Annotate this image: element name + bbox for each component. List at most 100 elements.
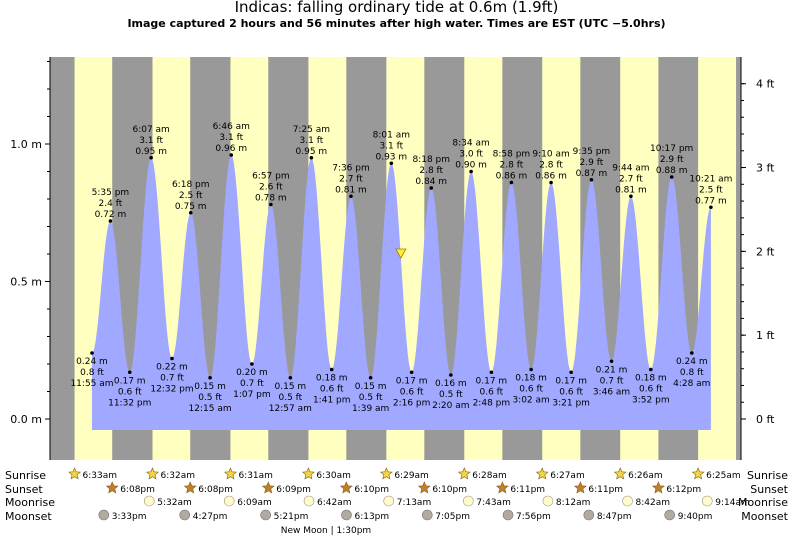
sunset-time: 6:09pm <box>276 485 311 495</box>
high-time-label: 8:01 am <box>373 130 410 140</box>
sunset-time: 6:12pm <box>666 485 701 495</box>
low-ft-label: 0.5 ft <box>198 393 222 403</box>
moonrise-row-label-right: Moonrise <box>738 496 788 509</box>
low-time-label: 2:48 pm <box>473 398 511 408</box>
high-m-label: 0.75 m <box>175 202 207 212</box>
high-time-label: 7:25 am <box>293 125 330 135</box>
high-m-label: 0.86 m <box>496 172 528 182</box>
high-m-label: 0.84 m <box>415 177 447 187</box>
low-time-label: 11:32 pm <box>108 398 151 408</box>
low-time-label: 4:28 am <box>673 379 710 389</box>
high-time-label: 7:36 pm <box>332 163 370 173</box>
right-tick-label: 3 ft <box>756 162 775 175</box>
high-water-point <box>589 177 594 182</box>
high-water-point <box>709 205 713 210</box>
moonset-time: 6:13pm <box>354 512 389 522</box>
sunrise-icon <box>301 467 315 480</box>
high-time-label: 6:18 pm <box>172 180 210 190</box>
low-time-label: 1:07 pm <box>233 390 271 400</box>
high-m-label: 0.96 m <box>215 144 247 154</box>
moonrise-icon <box>383 495 395 507</box>
sunset-icon <box>261 481 275 494</box>
moonrise-time: 6:42am <box>317 498 352 508</box>
moonset-time: 7:05pm <box>435 512 470 522</box>
sunset-icon <box>495 481 509 494</box>
low-time-label: 12:32 pm <box>150 385 193 395</box>
high-ft-label: 3.1 ft <box>300 136 324 146</box>
moonrise-time: 5:32am <box>157 498 192 508</box>
sunrise-time: 6:27am <box>550 471 585 481</box>
moonrise-icon <box>701 495 713 507</box>
high-water-point <box>509 180 514 185</box>
low-water-point <box>329 367 334 372</box>
high-water-point <box>188 210 193 215</box>
axes: 0.0 m 0.5 m 1.0 m 0 ft 1 ft 2 ft 3 ft 4 ft <box>10 57 775 460</box>
high-m-label: 0.81 m <box>335 185 367 195</box>
high-ft-label: 2.5 ft <box>179 191 203 201</box>
sunrise-icon <box>68 467 82 480</box>
low-m-label: 0.24 m <box>76 357 108 367</box>
low-ft-label: 0.5 ft <box>278 393 302 403</box>
high-ft-label: 2.9 ft <box>580 158 604 168</box>
sunset-icon <box>651 481 665 494</box>
low-water-point <box>409 370 414 375</box>
right-tick-label: 1 ft <box>756 329 775 342</box>
high-water-point <box>309 155 314 160</box>
sunrise-time: 6:32am <box>161 471 196 481</box>
high-time-label: 6:46 am <box>213 122 250 132</box>
tide-curve <box>92 155 711 430</box>
low-m-label: 0.18 m <box>316 374 348 384</box>
high-time-label: 8:18 pm <box>412 155 450 165</box>
left-tick-label: 1.0 m <box>10 138 42 151</box>
high-water-point <box>629 194 633 199</box>
low-water-point <box>90 351 94 355</box>
low-water-point <box>649 367 653 372</box>
low-ft-label: 0.8 ft <box>680 368 704 378</box>
low-ft-label: 0.6 ft <box>559 387 583 397</box>
low-time-label: 2:16 pm <box>393 398 431 408</box>
moonrise-icon <box>542 495 554 507</box>
moonset-time: 9:40pm <box>678 512 713 522</box>
sunset-icon <box>573 481 587 494</box>
low-m-label: 0.22 m <box>156 363 188 373</box>
high-ft-label: 3.1 ft <box>139 136 163 146</box>
low-time-label: 12:15 am <box>189 404 232 414</box>
sunrise-icon <box>613 467 627 480</box>
high-ft-label: 3.1 ft <box>219 133 243 143</box>
low-m-label: 0.17 m <box>396 376 428 386</box>
low-ft-label: 0.6 ft <box>639 385 663 395</box>
sunrise-icon <box>223 467 237 480</box>
low-m-label: 0.17 m <box>476 376 508 386</box>
high-time-label: 5:35 pm <box>92 188 130 198</box>
low-m-label: 0.15 m <box>355 382 387 392</box>
high-water-point <box>349 194 353 199</box>
low-water-point <box>368 375 373 380</box>
low-m-label: 0.17 m <box>114 376 146 386</box>
low-time-label: 1:39 am <box>352 404 389 414</box>
high-time-label: 9:44 am <box>612 163 649 173</box>
moonrise-time: 7:43am <box>476 498 511 508</box>
low-water-point <box>569 370 573 375</box>
low-ft-label: 0.7 ft <box>240 379 264 389</box>
low-water-point <box>529 367 533 372</box>
moonset-icon <box>341 509 352 521</box>
sunrise-icon <box>691 467 705 480</box>
sunset-time: 6:08pm <box>198 485 233 495</box>
chart-subtitle: Image captured 2 hours and 56 minutes af… <box>127 17 666 30</box>
low-time-label: 3:21 pm <box>552 398 590 408</box>
right-tick-label: 2 ft <box>756 245 775 258</box>
high-m-label: 0.90 m <box>455 161 487 171</box>
high-m-label: 0.87 m <box>576 169 608 179</box>
high-ft-label: 2.6 ft <box>259 183 283 193</box>
low-time-label: 3:02 am <box>512 396 549 406</box>
moonrise-icon <box>622 495 633 507</box>
sunrise-time: 6:31am <box>238 471 273 481</box>
sunset-row-label-right: Sunset <box>750 483 788 496</box>
high-time-label: 8:58 pm <box>493 150 531 160</box>
low-ft-label: 0.6 ft <box>320 385 344 395</box>
high-water-point <box>669 175 674 179</box>
moonset-icon <box>583 509 595 521</box>
high-m-label: 0.78 m <box>255 194 287 204</box>
right-tick-label: 4 ft <box>756 78 775 91</box>
moonset-icon <box>502 509 514 521</box>
